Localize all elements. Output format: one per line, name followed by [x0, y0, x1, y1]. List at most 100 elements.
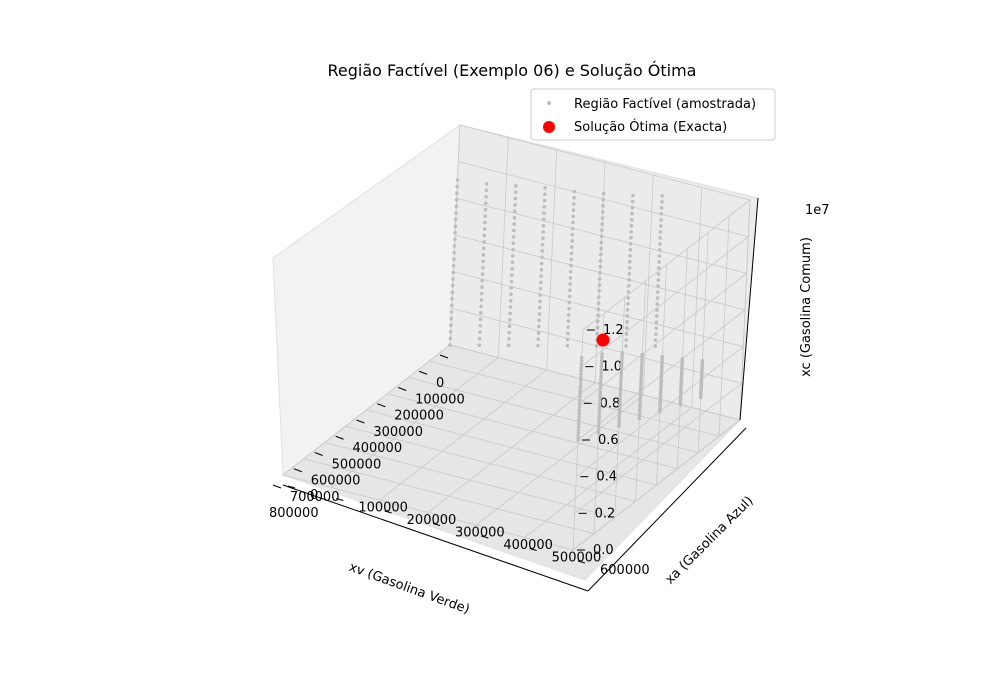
feasible-point: [619, 362, 624, 367]
feasible-point: [638, 401, 642, 406]
z-tick-label: 1.2: [603, 323, 624, 338]
feasible-point: [625, 320, 629, 324]
feasible-point: [578, 388, 583, 393]
feasible-point: [449, 323, 453, 328]
feasible-point: [630, 199, 635, 204]
x-tick-label: 800000: [269, 506, 319, 521]
feasible-point: [600, 210, 605, 214]
feasible-point: [566, 319, 571, 323]
feasible-point: [619, 371, 624, 375]
feasible-point: [598, 258, 603, 263]
z-tick-label: 0.4: [596, 470, 617, 485]
feasible-point: [597, 405, 602, 410]
feasible-point: [455, 191, 459, 195]
feasible-point: [657, 254, 662, 258]
feasible-point: [619, 374, 623, 378]
z-axis-line: [739, 197, 759, 421]
feasible-point: [599, 240, 604, 245]
grid-line-y-floor: [427, 382, 596, 513]
feasible-point: [601, 191, 606, 196]
feasible-point: [654, 326, 658, 330]
feasible-point: [596, 424, 601, 429]
feasible-point: [599, 374, 603, 378]
x-tick-label: 700000: [290, 490, 340, 505]
y-tick-label: 100000: [358, 501, 408, 516]
feasible-point: [510, 273, 514, 277]
grid-line-z-back: [574, 383, 742, 514]
feasible-point: [510, 260, 515, 265]
x-tick-mark: [335, 435, 344, 440]
feasible-point: [654, 332, 658, 336]
feasible-point: [570, 226, 575, 231]
feasible-point: [620, 353, 624, 358]
feasible-point: [637, 409, 642, 413]
y-tick-label: 200000: [407, 513, 457, 528]
feasible-point: [578, 385, 583, 390]
y-tick-mark: [481, 535, 489, 539]
y-tick-mark: [432, 523, 441, 526]
feasible-point: [618, 382, 623, 387]
feasible-point: [638, 406, 642, 411]
feasible-point: [598, 383, 603, 388]
y-tick-mark: [577, 560, 586, 564]
feasible-point: [638, 386, 643, 390]
x-tick-label: 200000: [394, 409, 444, 424]
feasible-point: [537, 318, 541, 323]
feasible-point: [597, 283, 602, 287]
feasible-point: [567, 300, 572, 305]
feasible-point: [640, 355, 644, 359]
feasible-point: [483, 220, 487, 225]
feasible-point: [579, 368, 583, 373]
x-tick-label: 300000: [373, 425, 423, 440]
feasible-point: [539, 268, 544, 272]
feasible-point: [543, 192, 547, 196]
feasible-point: [572, 189, 577, 194]
feasible-point: [620, 350, 625, 355]
feasible-point: [619, 380, 623, 384]
legend-label-feasible: Região Factível (amostrada): [574, 97, 756, 112]
feasible-point: [568, 276, 573, 280]
feasible-point: [514, 184, 518, 188]
feasible-point: [597, 418, 601, 423]
feasible-point: [538, 293, 543, 297]
feasible-point: [626, 296, 630, 300]
feasible-point: [478, 330, 482, 335]
feasible-point: [601, 197, 606, 202]
feasible-point: [538, 299, 542, 304]
y-tick-mark: [384, 510, 392, 514]
feasible-point: [481, 246, 486, 251]
feasible-point: [598, 270, 602, 275]
feasible-point: [568, 288, 572, 293]
feasible-point: [541, 230, 545, 234]
x-tick-label: 400000: [352, 441, 402, 456]
feasible-point: [539, 280, 543, 285]
feasible-point: [513, 203, 517, 207]
feasible-point: [567, 294, 572, 299]
feasible-point: [477, 343, 482, 347]
feasible-point: [631, 193, 635, 198]
y-tick-label: 400000: [503, 538, 553, 553]
feasible-point: [600, 352, 604, 356]
feasible-point: [579, 365, 584, 370]
feasible-point: [570, 239, 574, 243]
feasible-point: [618, 385, 623, 390]
feasible-point: [620, 359, 624, 364]
feasible-point: [455, 184, 460, 189]
feasible-point: [595, 331, 600, 336]
feasible-point: [542, 204, 547, 209]
feasible-point: [628, 254, 632, 258]
feasible-point: [596, 307, 601, 312]
feasible-point: [572, 196, 576, 200]
feasible-point: [577, 401, 582, 406]
feasible-point: [598, 393, 602, 397]
feasible-point: [571, 202, 576, 206]
feasible-point: [655, 290, 660, 294]
feasible-point: [454, 204, 459, 209]
tick-marks: 0100000200000300000400000500000600000700…: [269, 323, 650, 578]
feasible-point: [619, 377, 623, 381]
feasible-point: [541, 236, 545, 241]
feasible-point: [571, 214, 576, 219]
feasible-point: [597, 289, 601, 293]
feasible-point: [597, 295, 601, 299]
